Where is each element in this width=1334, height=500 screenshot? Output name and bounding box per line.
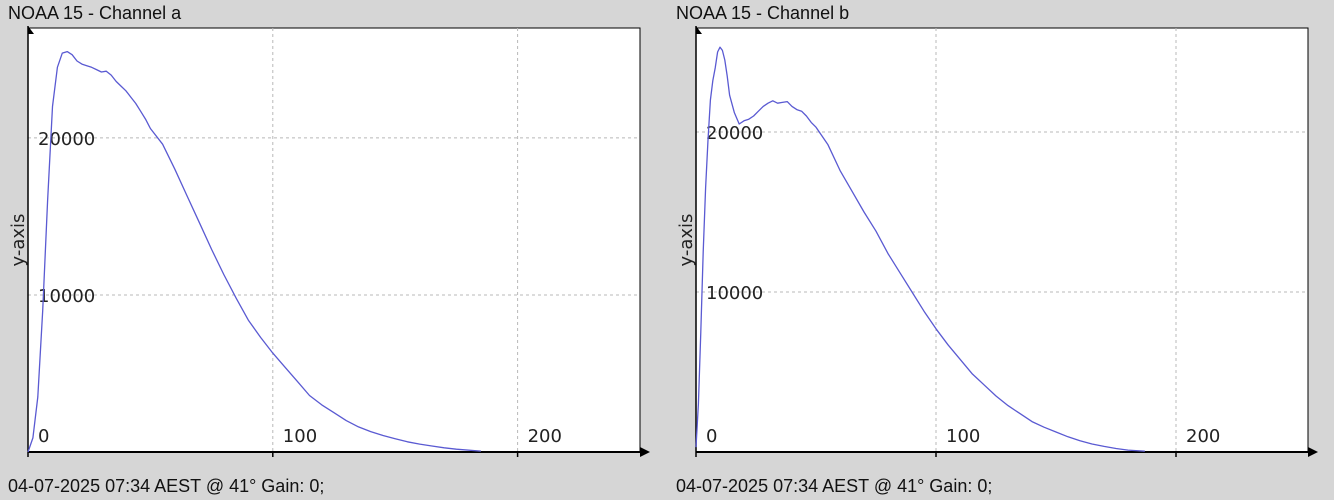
x-tick-label: 100 — [946, 426, 980, 447]
y-axis-title: y-axis — [676, 214, 697, 267]
chart-footer: 04-07-2025 07:34 AEST @ 41° Gain: 0; — [8, 476, 325, 496]
x-tick-label: 0 — [706, 426, 717, 447]
y-tick-label: 10000 — [706, 283, 763, 304]
chart-panel-b: NOAA 15 - Channel b 0 100 200 10000 20000 y-a… — [676, 0, 1334, 500]
chart-panel-a: NOAA 15 - Channel a 0 100 200 10000 20000 y-a… — [8, 0, 668, 500]
y-axis-title: y-axis — [8, 214, 29, 267]
x-axis-arrow — [640, 447, 650, 457]
x-tick-label: 200 — [1186, 426, 1220, 447]
series-line — [27, 50, 481, 453]
y-tick-label: 20000 — [706, 123, 763, 144]
x-tick-label: 100 — [283, 426, 317, 447]
y-tick-label: 20000 — [38, 129, 95, 150]
plot-background — [695, 27, 1309, 453]
chart-plot: 0 100 200 10000 20000 y-axis — [676, 26, 1318, 457]
series-line — [695, 46, 1145, 452]
y-tick-label: 10000 — [38, 286, 95, 307]
chart-title: NOAA 15 - Channel a — [8, 3, 182, 23]
plot-background — [27, 27, 641, 453]
x-axis-arrow — [1308, 447, 1318, 457]
y-axis-arrow — [28, 26, 34, 34]
chart-footer: 04-07-2025 07:34 AEST @ 41° Gain: 0; — [676, 476, 993, 496]
x-tick-label: 200 — [528, 426, 562, 447]
chart-title: NOAA 15 - Channel b — [676, 3, 850, 23]
y-axis-arrow — [696, 26, 702, 34]
x-tick-label: 0 — [38, 426, 49, 447]
chart-plot: 0 100 200 10000 20000 y-axis — [8, 26, 650, 457]
